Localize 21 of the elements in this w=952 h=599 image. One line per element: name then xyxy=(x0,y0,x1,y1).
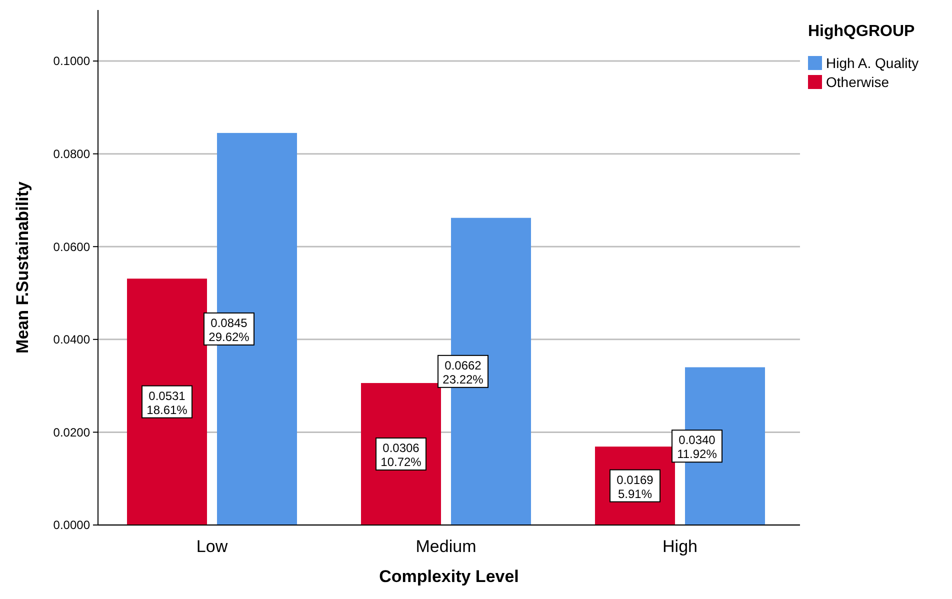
y-tick-label: 0.0200 xyxy=(53,425,90,440)
legend-title: HighQGROUP xyxy=(808,23,915,40)
x-tick-label: Medium xyxy=(416,537,476,556)
data-label: 0.0531 18.61% xyxy=(146,388,188,417)
x-axis-title: Complexity Level xyxy=(379,567,519,586)
legend-label: High A. Quality xyxy=(826,54,919,71)
data-label: 0.0169 5.91% xyxy=(616,472,654,501)
y-axis-title: Mean F.Sustainability xyxy=(13,181,32,354)
data-label: 0.0306 10.72% xyxy=(380,441,422,470)
data-label: 0.0340 11.92% xyxy=(677,433,718,462)
y-tick-label: 0.1000 xyxy=(53,54,90,68)
y-tick-label: 0.0600 xyxy=(53,240,90,254)
y-tick-label: 0.0800 xyxy=(53,147,90,162)
bar xyxy=(127,278,207,525)
y-tick-label: 0.0400 xyxy=(53,332,90,347)
x-tick-label: Low xyxy=(196,537,228,556)
x-tick-label: High xyxy=(662,537,698,556)
data-label: 0.0662 23.22% xyxy=(442,358,484,386)
data-label: 0.0845 29.62% xyxy=(208,316,250,344)
y-tick-label: 0.0000 xyxy=(53,518,90,532)
legend-label: Otherwise xyxy=(826,74,890,90)
